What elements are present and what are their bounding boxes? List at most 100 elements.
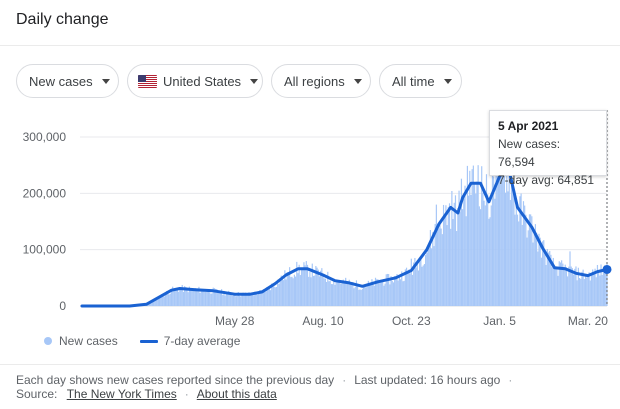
case-bar	[365, 287, 367, 306]
case-bar	[152, 299, 155, 306]
case-bar	[355, 280, 358, 306]
case-bar	[281, 278, 284, 306]
case-bar	[408, 269, 410, 306]
case-bar	[169, 293, 171, 306]
case-bar	[389, 284, 391, 306]
case-bar	[380, 279, 383, 306]
case-bar	[395, 275, 397, 306]
case-bar	[456, 231, 458, 306]
case-bar	[181, 284, 183, 306]
case-bar	[586, 277, 588, 306]
case-bar	[513, 191, 515, 306]
case-bar	[255, 292, 257, 306]
case-bar	[293, 274, 295, 306]
case-bar	[309, 271, 311, 306]
case-bar	[351, 283, 353, 306]
case-bar	[184, 286, 186, 306]
time-range-dropdown[interactable]: All time	[379, 64, 462, 98]
case-bar	[222, 294, 224, 306]
case-bar	[593, 273, 595, 306]
case-bar	[386, 273, 389, 306]
case-bar	[260, 290, 262, 306]
case-bar	[601, 274, 603, 306]
case-bar	[415, 267, 417, 306]
case-bar	[221, 289, 223, 306]
case-bar	[155, 297, 157, 306]
case-bar	[314, 275, 316, 306]
case-bar	[565, 267, 568, 306]
case-bar	[584, 275, 587, 306]
metric-dropdown[interactable]: New cases	[16, 64, 119, 98]
case-bar	[457, 207, 459, 306]
case-bar	[419, 259, 421, 306]
case-bar	[215, 288, 217, 306]
legend-line-label: 7-day average	[163, 334, 241, 348]
case-bar	[405, 267, 408, 306]
case-bar	[555, 266, 557, 306]
case-bar	[300, 267, 303, 306]
case-bar	[420, 256, 422, 306]
case-bar	[451, 190, 453, 306]
region-dropdown-label: All regions	[284, 73, 345, 89]
case-bar	[537, 251, 539, 306]
about-data-link[interactable]: About this data	[196, 387, 277, 401]
case-bar	[459, 211, 461, 306]
case-bar	[232, 293, 235, 306]
case-bar	[465, 216, 467, 306]
case-bar	[489, 217, 491, 306]
case-bar	[545, 264, 547, 306]
case-bar	[541, 241, 544, 306]
case-bar	[425, 255, 427, 306]
case-bar	[284, 270, 286, 306]
case-bar	[335, 282, 337, 306]
case-bar	[236, 295, 238, 306]
case-bar	[473, 183, 476, 306]
case-bar	[305, 261, 307, 306]
case-bar	[521, 224, 523, 306]
case-bar	[172, 286, 174, 306]
case-bar	[200, 290, 202, 306]
case-bar	[407, 272, 409, 306]
case-bar	[268, 288, 270, 306]
case-bar	[256, 294, 258, 306]
case-bar	[174, 288, 176, 306]
case-bar	[553, 268, 556, 306]
case-bar	[277, 279, 279, 306]
daily-change-chart[interactable]: 0 100,000 200,000 300,000 May 28 Aug. 10 Oct.…	[0, 110, 620, 330]
case-bar	[599, 275, 601, 306]
case-bar	[503, 172, 505, 306]
y-axis: 0 100,000 200,000 300,000	[23, 130, 67, 313]
case-bar	[162, 295, 164, 306]
case-bar	[354, 286, 356, 306]
case-bar	[396, 274, 398, 306]
case-bar	[289, 267, 291, 306]
case-bar	[278, 284, 280, 306]
case-bar	[287, 272, 290, 306]
case-bar	[317, 269, 319, 306]
case-bar	[163, 296, 165, 306]
case-bar	[151, 301, 153, 306]
case-bar	[547, 252, 550, 306]
region-dropdown[interactable]: All regions	[271, 64, 371, 98]
case-bar	[299, 275, 301, 306]
case-bar	[283, 280, 285, 306]
case-bar	[371, 279, 373, 306]
case-bar	[478, 206, 480, 306]
case-bar	[322, 274, 324, 306]
case-bar	[569, 251, 571, 306]
case-bar	[422, 265, 424, 306]
x-tick-label: Oct. 23	[392, 314, 431, 328]
case-bar	[435, 204, 437, 306]
case-bar	[259, 290, 261, 306]
source-link[interactable]: The New York Times	[66, 387, 177, 401]
case-bar	[247, 294, 249, 306]
case-bar	[495, 137, 497, 306]
case-bar	[497, 155, 500, 306]
case-bar	[226, 292, 229, 306]
case-bar	[515, 198, 517, 306]
case-bar	[224, 295, 226, 306]
country-dropdown[interactable]: United States	[127, 64, 263, 98]
case-bar	[438, 228, 440, 306]
case-bar	[493, 176, 495, 306]
case-bar	[269, 290, 272, 306]
